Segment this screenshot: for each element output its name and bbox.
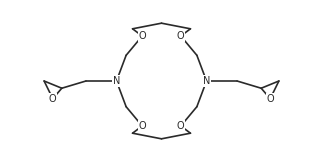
- Text: O: O: [266, 94, 274, 104]
- Text: O: O: [49, 94, 57, 104]
- Text: O: O: [138, 121, 146, 131]
- Text: O: O: [177, 121, 185, 131]
- Text: O: O: [177, 31, 185, 41]
- Text: N: N: [203, 76, 210, 86]
- Text: N: N: [113, 76, 120, 86]
- Text: O: O: [138, 31, 146, 41]
